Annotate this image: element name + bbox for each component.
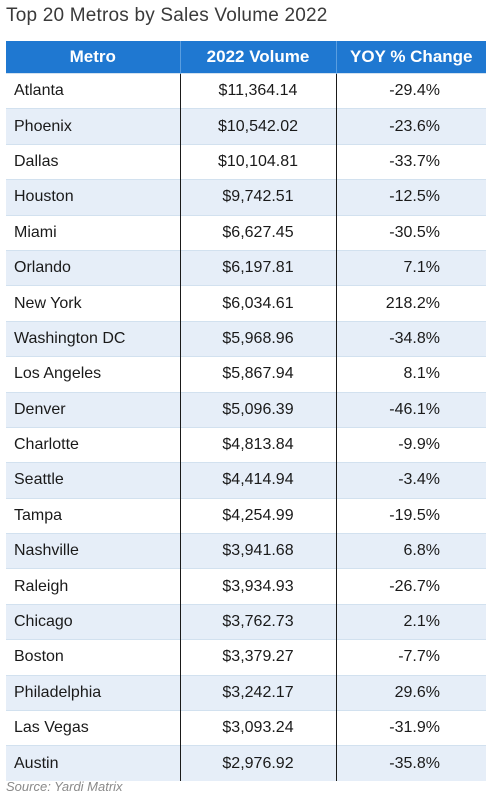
cell-metro: Tampa [6, 497, 180, 534]
cell-volume: $9,742.51 [179, 179, 336, 216]
cell-metro: Atlanta [6, 72, 180, 109]
cell-yoy: -19.5% [335, 497, 486, 534]
cell-yoy: -23.6% [335, 108, 486, 145]
cell-metro: Washington DC [6, 320, 180, 357]
table-row: Denver $5,096.39 -46.1% [6, 391, 486, 428]
header-volume: 2022 Volume [179, 41, 336, 74]
cell-volume: $2,976.92 [179, 745, 336, 781]
table-row: Boston $3,379.27 -7.7% [6, 639, 486, 676]
table-row: Austin $2,976.92 -35.8% [6, 745, 486, 781]
cell-volume: $3,941.68 [179, 533, 336, 569]
table-row: Nashville $3,941.68 6.8% [6, 533, 486, 569]
table-row: Phoenix $10,542.02 -23.6% [6, 108, 486, 145]
cell-metro: Chicago [6, 603, 180, 640]
cell-yoy: -34.8% [335, 320, 486, 357]
cell-metro: Dallas [6, 143, 180, 180]
table-row: Seattle $4,414.94 -3.4% [6, 462, 486, 499]
cell-metro: Orlando [6, 249, 180, 286]
cell-yoy: -26.7% [335, 568, 486, 605]
cell-metro: Phoenix [6, 108, 180, 145]
table-row: Raleigh $3,934.93 -26.7% [6, 568, 486, 605]
cell-yoy: -3.4% [335, 462, 486, 499]
table-row: Orlando $6,197.81 7.1% [6, 249, 486, 286]
cell-volume: $6,034.61 [179, 285, 336, 322]
cell-volume: $5,968.96 [179, 320, 336, 357]
cell-volume: $6,627.45 [179, 214, 336, 251]
cell-metro: Seattle [6, 462, 180, 499]
cell-yoy: 6.8% [335, 533, 486, 569]
cell-volume: $3,934.93 [179, 568, 336, 605]
table-row: Atlanta $11,364.14 -29.4% [6, 72, 486, 109]
cell-volume: $11,364.14 [179, 72, 336, 109]
cell-metro: Denver [6, 391, 180, 428]
header-yoy: YOY % Change [335, 41, 486, 74]
cell-volume: $10,104.81 [179, 143, 336, 180]
table-row: Dallas $10,104.81 -33.7% [6, 143, 486, 180]
cell-yoy: 8.1% [335, 356, 486, 393]
metros-table: Metro 2022 Volume YOY % Change Atlanta $1… [6, 41, 486, 781]
cell-volume: $5,096.39 [179, 391, 336, 428]
table-row: Tampa $4,254.99 -19.5% [6, 497, 486, 534]
cell-metro: Miami [6, 214, 180, 251]
table-row: Charlotte $4,813.84 -9.9% [6, 426, 486, 463]
cell-volume: $4,813.84 [179, 426, 336, 463]
cell-yoy: -29.4% [335, 72, 486, 109]
cell-yoy: -33.7% [335, 143, 486, 180]
cell-yoy: -46.1% [335, 391, 486, 428]
cell-yoy: -9.9% [335, 426, 486, 463]
table-row: Las Vegas $3,093.24 -31.9% [6, 710, 486, 746]
cell-metro: Philadelphia [6, 674, 180, 711]
cell-yoy: 7.1% [335, 249, 486, 286]
cell-volume: $4,254.99 [179, 497, 336, 534]
cell-yoy: 29.6% [335, 674, 486, 711]
table-row: Washington DC $5,968.96 -34.8% [6, 320, 486, 357]
table-row: New York $6,034.61 218.2% [6, 285, 486, 322]
cell-volume: $5,867.94 [179, 356, 336, 393]
cell-metro: Las Vegas [6, 710, 180, 746]
header-metro: Metro [6, 41, 180, 74]
cell-yoy: 218.2% [335, 285, 486, 322]
cell-volume: $3,093.24 [179, 710, 336, 746]
table-row: Philadelphia $3,242.17 29.6% [6, 674, 486, 711]
cell-yoy: -7.7% [335, 639, 486, 676]
cell-yoy: -31.9% [335, 710, 486, 746]
cell-metro: Raleigh [6, 568, 180, 605]
cell-metro: Boston [6, 639, 180, 676]
cell-metro: Nashville [6, 533, 180, 569]
source-note: Source: Yardi Matrix [6, 779, 123, 794]
cell-metro: Los Angeles [6, 356, 180, 393]
cell-yoy: 2.1% [335, 603, 486, 640]
cell-metro: Austin [6, 745, 180, 781]
cell-yoy: -30.5% [335, 214, 486, 251]
cell-volume: $6,197.81 [179, 249, 336, 286]
cell-volume: $10,542.02 [179, 108, 336, 145]
table-row: Chicago $3,762.73 2.1% [6, 603, 486, 640]
cell-metro: Houston [6, 179, 180, 216]
cell-volume: $3,762.73 [179, 603, 336, 640]
table-row: Miami $6,627.45 -30.5% [6, 214, 486, 251]
cell-metro: New York [6, 285, 180, 322]
cell-yoy: -35.8% [335, 745, 486, 781]
cell-volume: $3,379.27 [179, 639, 336, 676]
header-row: Metro 2022 Volume YOY % Change [6, 41, 486, 74]
table-row: Los Angeles $5,867.94 8.1% [6, 356, 486, 393]
table-row: Houston $9,742.51 -12.5% [6, 179, 486, 216]
cell-volume: $4,414.94 [179, 462, 336, 499]
table-title: Top 20 Metros by Sales Volume 2022 [6, 5, 328, 26]
cell-yoy: -12.5% [335, 179, 486, 216]
cell-metro: Charlotte [6, 426, 180, 463]
cell-volume: $3,242.17 [179, 674, 336, 711]
